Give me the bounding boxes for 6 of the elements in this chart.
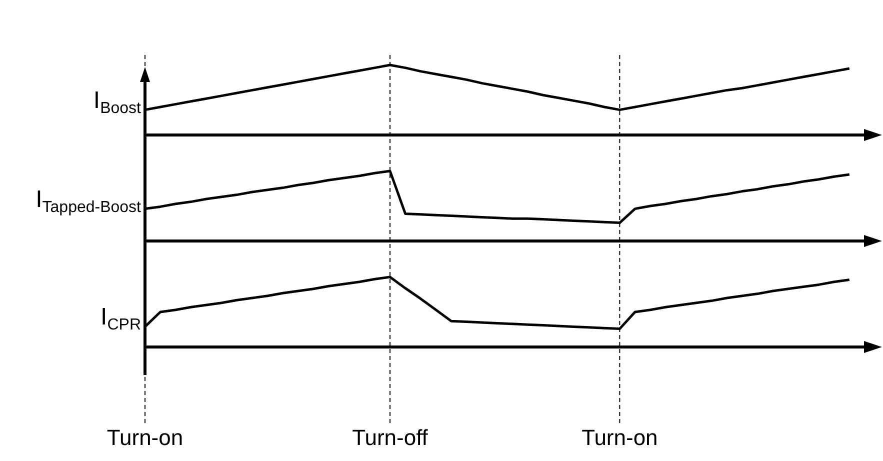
x-tick-label: Turn-on <box>106 425 184 450</box>
y-axis-title: I$_{CPR}$ <box>100 304 141 334</box>
y-axis-title: I$_{Boost}$ <box>93 86 142 117</box>
x-tick-label: Turn-off <box>352 425 429 450</box>
y-axis-title: I$_{Tapped-Boost}$ <box>36 186 142 216</box>
x-tick-label: Turn-on <box>582 425 658 450</box>
